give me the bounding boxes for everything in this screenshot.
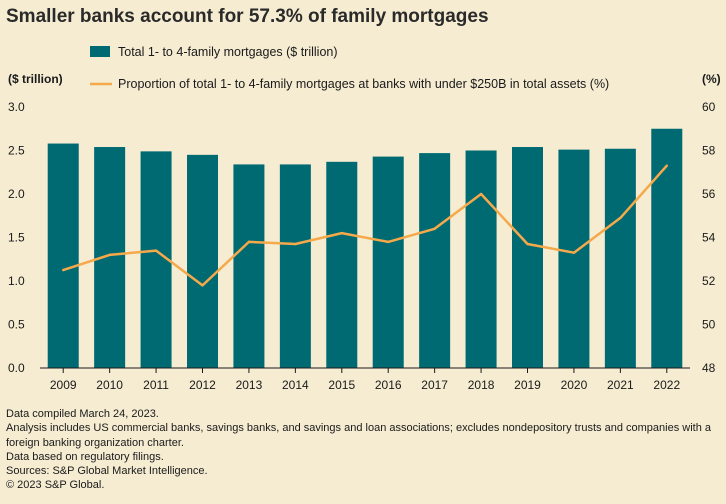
x-tick-label: 2017 bbox=[421, 378, 448, 392]
x-tick-label: 2019 bbox=[514, 378, 541, 392]
y-right-tick-label: 48 bbox=[702, 361, 716, 375]
y-left-tick-label: 2.5 bbox=[8, 144, 25, 158]
bar bbox=[604, 148, 636, 368]
line-point bbox=[572, 251, 576, 254]
chart-area: Total 1- to 4-family mortgages ($ trilli… bbox=[8, 45, 721, 392]
y-left-tick-label: 2.0 bbox=[8, 187, 25, 201]
legend-label-bar: Total 1- to 4-family mortgages ($ trilli… bbox=[118, 45, 338, 59]
bar bbox=[279, 164, 311, 368]
legend-label-line: Proportion of total 1- to 4-family mortg… bbox=[118, 77, 609, 91]
line-point bbox=[294, 242, 297, 246]
y-left-tick-label: 0.0 bbox=[8, 361, 25, 375]
legend: Total 1- to 4-family mortgages ($ trilli… bbox=[90, 45, 609, 91]
y-left-tick-label: 0.5 bbox=[8, 318, 25, 332]
x-tick-label: 2009 bbox=[50, 378, 77, 392]
footnote-analysis: Analysis includes US commercial banks, s… bbox=[6, 422, 711, 449]
x-tick-label: 2018 bbox=[468, 378, 495, 392]
x-tick-label: 2014 bbox=[282, 378, 309, 392]
y-right-tick-label: 56 bbox=[702, 187, 716, 201]
y-right-tick-label: 58 bbox=[702, 144, 716, 158]
y-right-tick-label: 50 bbox=[702, 318, 716, 332]
x-tick-label: 2011 bbox=[143, 378, 169, 392]
x-axis-ticks: 2009 2010 2011 2012 2013 2014 2015 2016 2017 2018… bbox=[50, 368, 680, 392]
line-point bbox=[387, 240, 390, 244]
bar bbox=[326, 161, 358, 368]
x-tick-label: 2015 bbox=[328, 378, 355, 392]
line-point bbox=[665, 164, 668, 167]
x-tick-label: 2010 bbox=[96, 378, 123, 392]
x-tick-label: 2021 bbox=[607, 378, 634, 392]
line-point bbox=[247, 240, 251, 244]
y-axis-right-ticks: 48 50 52 54 56 58 60 bbox=[702, 100, 716, 375]
footnote-compiled: Data compiled March 24, 2023. bbox=[6, 408, 159, 420]
line-point bbox=[154, 249, 158, 252]
series-line bbox=[62, 164, 668, 287]
line-point bbox=[526, 242, 529, 246]
bar bbox=[512, 147, 543, 368]
y-axis-left-ticks: 0.0 0.5 1.0 1.5 2.0 2.5 3.0 bbox=[8, 100, 25, 375]
footnote-sources: Sources: S&P Global Market Intelligence. bbox=[6, 465, 208, 478]
bar-series bbox=[47, 128, 683, 368]
bar bbox=[419, 153, 451, 368]
line-point bbox=[433, 227, 436, 230]
line-point bbox=[108, 253, 111, 257]
line-series bbox=[62, 164, 668, 287]
y-axis-right-label: (%) bbox=[702, 72, 721, 86]
bar bbox=[47, 143, 79, 368]
y-left-tick-label: 1.0 bbox=[8, 274, 25, 288]
line-point bbox=[619, 216, 622, 220]
footnote-copyright: © 2023 S&P Global. bbox=[6, 479, 105, 492]
x-tick-label: 2016 bbox=[375, 378, 402, 392]
bar bbox=[233, 164, 265, 368]
y-right-tick-label: 60 bbox=[702, 100, 716, 114]
line-point bbox=[479, 192, 483, 196]
y-axis-left-label: ($ trillion) bbox=[8, 72, 63, 86]
bar bbox=[465, 150, 497, 368]
bar bbox=[651, 128, 683, 368]
bar bbox=[372, 156, 404, 368]
line-point bbox=[201, 284, 204, 287]
line-point bbox=[340, 231, 343, 235]
bar bbox=[187, 154, 218, 368]
x-tick-label: 2020 bbox=[561, 378, 588, 392]
line-point bbox=[62, 268, 65, 272]
y-left-tick-label: 3.0 bbox=[8, 100, 25, 114]
page-title: Smaller banks account for 57.3% of famil… bbox=[6, 6, 489, 27]
chart-svg: Total 1- to 4-family mortgages ($ trilli… bbox=[8, 45, 721, 392]
legend-swatch-bar bbox=[90, 46, 110, 57]
y-left-tick-label: 1.5 bbox=[8, 231, 25, 245]
y-right-tick-label: 54 bbox=[702, 231, 716, 245]
x-tick-label: 2012 bbox=[189, 378, 216, 392]
y-right-tick-label: 52 bbox=[702, 274, 716, 288]
footnotes: Data compiled March 24, 2023. Analysis i… bbox=[6, 407, 722, 493]
bar bbox=[558, 149, 590, 368]
footnote-filings: Data based on regulatory filings. bbox=[6, 450, 164, 463]
x-tick-label: 2022 bbox=[653, 378, 680, 392]
x-tick-label: 2013 bbox=[236, 378, 263, 392]
